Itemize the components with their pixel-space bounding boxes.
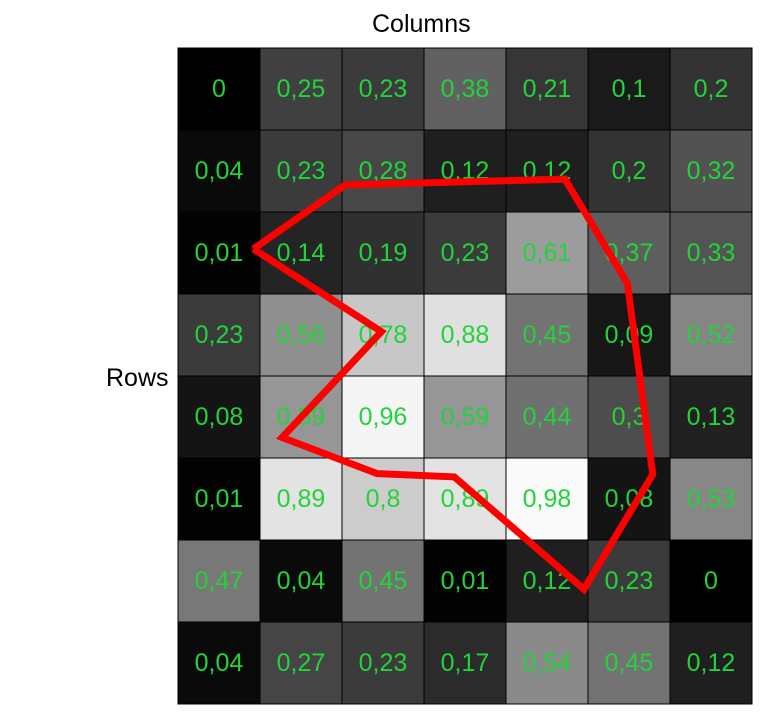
- grid-cell: [669, 539, 753, 623]
- cell-value: 0,23: [605, 567, 654, 595]
- columns-axis-label: Columns: [372, 10, 471, 38]
- cell-value: 0,96: [359, 403, 408, 431]
- cell-value: 0,14: [277, 239, 326, 267]
- grid-cell: [423, 47, 507, 131]
- cell-value: 0,25: [277, 75, 326, 103]
- cell-value: 0,04: [277, 567, 326, 595]
- cell-value: 0,23: [277, 157, 326, 185]
- cell-value: 0,01: [441, 567, 490, 595]
- cell-value: 0,04: [195, 157, 244, 185]
- grid-cell: [177, 211, 261, 295]
- cell-value: 0,44: [523, 403, 572, 431]
- cell-value: 0,23: [359, 75, 408, 103]
- cell-value: 0,04: [195, 649, 244, 677]
- cell-value: 0,17: [441, 649, 490, 677]
- cell-value: 0,53: [687, 485, 736, 513]
- cell-value: 0,09: [605, 321, 654, 349]
- cell-value: 0,89: [277, 485, 326, 513]
- cells-layer: 0 0,25 0,23 0,38 0,21 0,1 0,20,04 0,23 0,28 0,12 0…: [177, 47, 753, 705]
- cell-value: 0,54: [523, 649, 572, 677]
- cell-value: 0,61: [523, 239, 572, 267]
- cell-value: 0,45: [523, 321, 572, 349]
- grid-cell: [341, 129, 425, 213]
- path-layer: [251, 175, 657, 595]
- cell-value: 0,08: [195, 403, 244, 431]
- grid-cell: [587, 375, 671, 459]
- grid-cell: [259, 539, 343, 623]
- cell-value: 0,01: [195, 239, 244, 267]
- cell-value: 0,45: [359, 567, 408, 595]
- cell-value: 0,45: [605, 649, 654, 677]
- cell-value: 0: [704, 567, 718, 595]
- rows-axis-label: Rows: [106, 364, 169, 392]
- grid-cell: [669, 375, 753, 459]
- grid-cell: [423, 539, 507, 623]
- cell-value: 0,1: [612, 75, 647, 103]
- grid-cell: [341, 211, 425, 295]
- grid-cell: [587, 129, 671, 213]
- grid-cell: [669, 129, 753, 213]
- grid-cell: [177, 293, 261, 377]
- grid-cell: [587, 47, 671, 131]
- grid-cell: [177, 375, 261, 459]
- grid-cell: [505, 47, 589, 131]
- cell-value: 0,33: [687, 239, 736, 267]
- cell-value: 0,01: [195, 485, 244, 513]
- grid-cell: [177, 621, 261, 705]
- cell-value: 0,98: [523, 485, 572, 513]
- cell-value: 0,13: [687, 403, 736, 431]
- grid-cell: [505, 375, 589, 459]
- cell-value: 0,32: [687, 157, 736, 185]
- cell-value: 0,47: [195, 567, 244, 595]
- grid-cell: [669, 621, 753, 705]
- cell-value: 0,2: [694, 75, 729, 103]
- cell-value: 0,38: [441, 75, 490, 103]
- cell-value: 0,2: [612, 157, 647, 185]
- grid-cell: [505, 293, 589, 377]
- cell-value: 0,12: [687, 649, 736, 677]
- grid-cell: [423, 129, 507, 213]
- cell-value: 0,21: [523, 75, 572, 103]
- cell-value: 0,88: [441, 321, 490, 349]
- grid-cell: [423, 621, 507, 705]
- grid-cell: [505, 211, 589, 295]
- grid-cell: [341, 621, 425, 705]
- cell-value: 0,8: [366, 485, 401, 513]
- cell-value: 0,27: [277, 649, 326, 677]
- cell-value: 0,23: [359, 649, 408, 677]
- cell-value: 0,59: [441, 403, 490, 431]
- cell-value: 0,23: [441, 239, 490, 267]
- cell-value: 0,52: [687, 321, 736, 349]
- grid-cell: [669, 211, 753, 295]
- grid-cell: [505, 621, 589, 705]
- cell-value: 0,56: [277, 321, 326, 349]
- grid-cell: [177, 129, 261, 213]
- cell-value: 0,19: [359, 239, 408, 267]
- grid-cell: [423, 375, 507, 459]
- grid-cell: [669, 47, 753, 131]
- cell-value: 0: [212, 75, 226, 103]
- grid-cell: [587, 457, 671, 541]
- grid-cell: [505, 457, 589, 541]
- grid-cell: [259, 293, 343, 377]
- red-outline-path: [251, 175, 657, 595]
- grid-cell: [423, 211, 507, 295]
- grid-cell: [177, 539, 261, 623]
- cell-value: 0,23: [195, 321, 244, 349]
